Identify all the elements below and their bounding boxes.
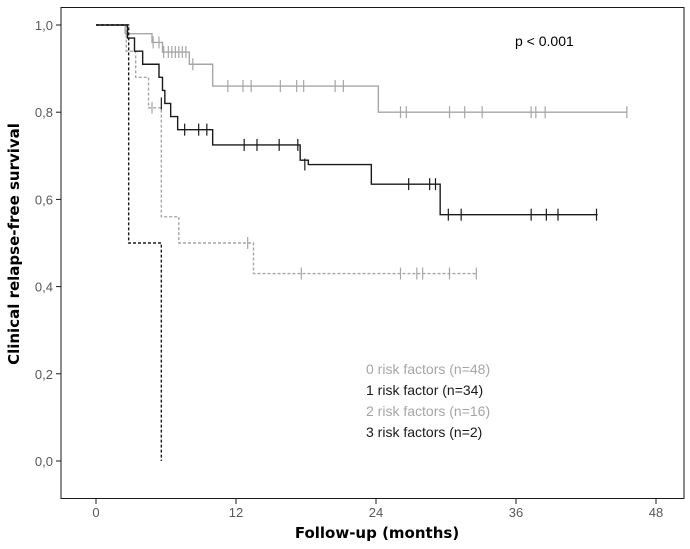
y-tick-label: 0,0 [35,454,53,469]
axes-group: 0,0 0,2 0,4 0,6 0,8 1,0 0 12 24 36 48 [35,18,663,520]
x-tick-label: 48 [649,505,663,520]
y-tick-label: 0,8 [35,105,53,120]
legend-entry-3: 3 risk factors (n=2) [366,424,482,440]
x-tick-label: 24 [369,505,383,520]
series-1 [96,24,598,221]
legend-entry-1: 1 risk factor (n=34) [366,382,483,398]
y-tick-label: 0,6 [35,192,53,207]
legend: 0 risk factors (n=48) 1 risk factor (n=3… [366,361,490,440]
series-2 [96,24,477,280]
x-axis-title: Follow-up (months) [295,524,459,542]
y-tick-label: 1,0 [35,18,53,33]
plot-frame [60,7,685,499]
curves-group [96,24,628,461]
y-tick-label: 0,2 [35,367,53,382]
series-line [96,24,163,461]
y-tick-label: 0,4 [35,280,53,295]
legend-entry-2: 2 risk factors (n=16) [366,403,490,419]
x-tick-label: 36 [509,505,523,520]
x-tick-label: 0 [92,505,99,520]
series-line [96,24,477,275]
series-3 [96,24,163,461]
series-0 [96,24,628,119]
x-tick-label: 12 [229,505,243,520]
y-axis-title: Clinical relapse-free survival [5,123,23,365]
legend-entry-0: 0 risk factors (n=48) [366,361,490,377]
annotation-pvalue: p < 0.001 [515,33,574,49]
series-line [96,24,598,216]
